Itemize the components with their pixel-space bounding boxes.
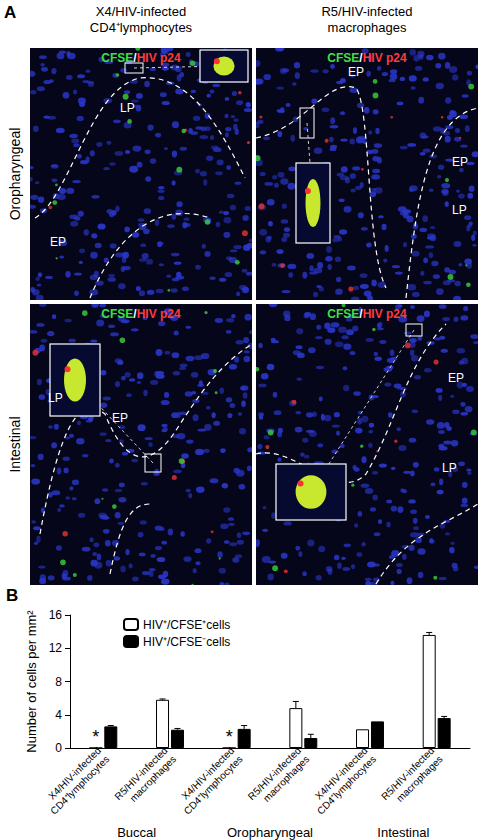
svg-text:X4/HIV-infectedCD4⁺lymphocytes: X4/HIV-infectedCD4⁺lymphocytes [90,4,193,35]
svg-text:8: 8 [55,675,62,689]
svg-text:B: B [6,586,18,605]
svg-text:EP: EP [452,155,468,169]
svg-text:EP: EP [348,65,364,79]
svg-text:R5/HIV-infected: R5/HIV-infected [379,744,437,803]
svg-text:EP: EP [448,371,464,385]
svg-text:*: * [92,727,99,747]
svg-text:macrophages: macrophages [261,753,312,804]
svg-text:LP: LP [442,461,457,475]
svg-text:LP: LP [452,203,467,217]
svg-text:12: 12 [49,641,63,655]
svg-text:*: * [226,727,233,747]
svg-text:CFSE/HIV p24: CFSE/HIV p24 [327,307,407,321]
svg-text:CFSE/HIV p24: CFSE/HIV p24 [101,51,181,65]
svg-text:X4/HIV-infected: X4/HIV-infected [179,744,237,802]
svg-text:EP: EP [50,235,66,249]
svg-text:HIV⁺/CFSE⁺cells: HIV⁺/CFSE⁺cells [143,618,230,632]
svg-text:Number of cells per mm²: Number of cells per mm² [24,610,39,753]
svg-text:Intestinal: Intestinal [7,416,23,472]
svg-text:16: 16 [49,608,63,622]
svg-text:CD4⁺lymphocytes: CD4⁺lymphocytes [182,753,245,816]
svg-text:4: 4 [55,708,62,722]
svg-text:0: 0 [55,741,62,755]
svg-text:R5/HIV-infectedmacrophages: R5/HIV-infectedmacrophages [321,4,412,35]
svg-text:macrophages: macrophages [394,753,445,804]
svg-text:R5/HIV-infected: R5/HIV-infected [112,744,170,803]
svg-text:EP: EP [112,411,128,425]
svg-text:HIV⁺/CFSE⁻cells: HIV⁺/CFSE⁻cells [143,635,230,649]
svg-text:X4/HIV-infected: X4/HIV-infected [312,744,370,802]
svg-text:CFSE/HIV p24: CFSE/HIV p24 [101,307,181,321]
svg-text:R5/HIV-infected: R5/HIV-infected [245,744,303,803]
svg-text:CFSE/HIV p24: CFSE/HIV p24 [327,51,407,65]
svg-text:Oropharyngeal: Oropharyngeal [227,825,313,840]
svg-text:A: A [4,3,16,22]
svg-text:CD4⁺lymphocytes: CD4⁺lymphocytes [48,753,111,816]
svg-text:X4/HIV-infected: X4/HIV-infected [46,744,103,802]
svg-text:Oropharyngeal: Oropharyngeal [7,128,23,221]
svg-text:LP: LP [120,101,135,115]
svg-text:macrophages: macrophages [128,753,179,804]
svg-text:CD4⁺lymphocytes: CD4⁺lymphocytes [315,753,378,816]
svg-text:Intestinal: Intestinal [377,825,429,840]
svg-text:LP: LP [48,391,63,405]
svg-text:Buccal: Buccal [117,825,156,840]
